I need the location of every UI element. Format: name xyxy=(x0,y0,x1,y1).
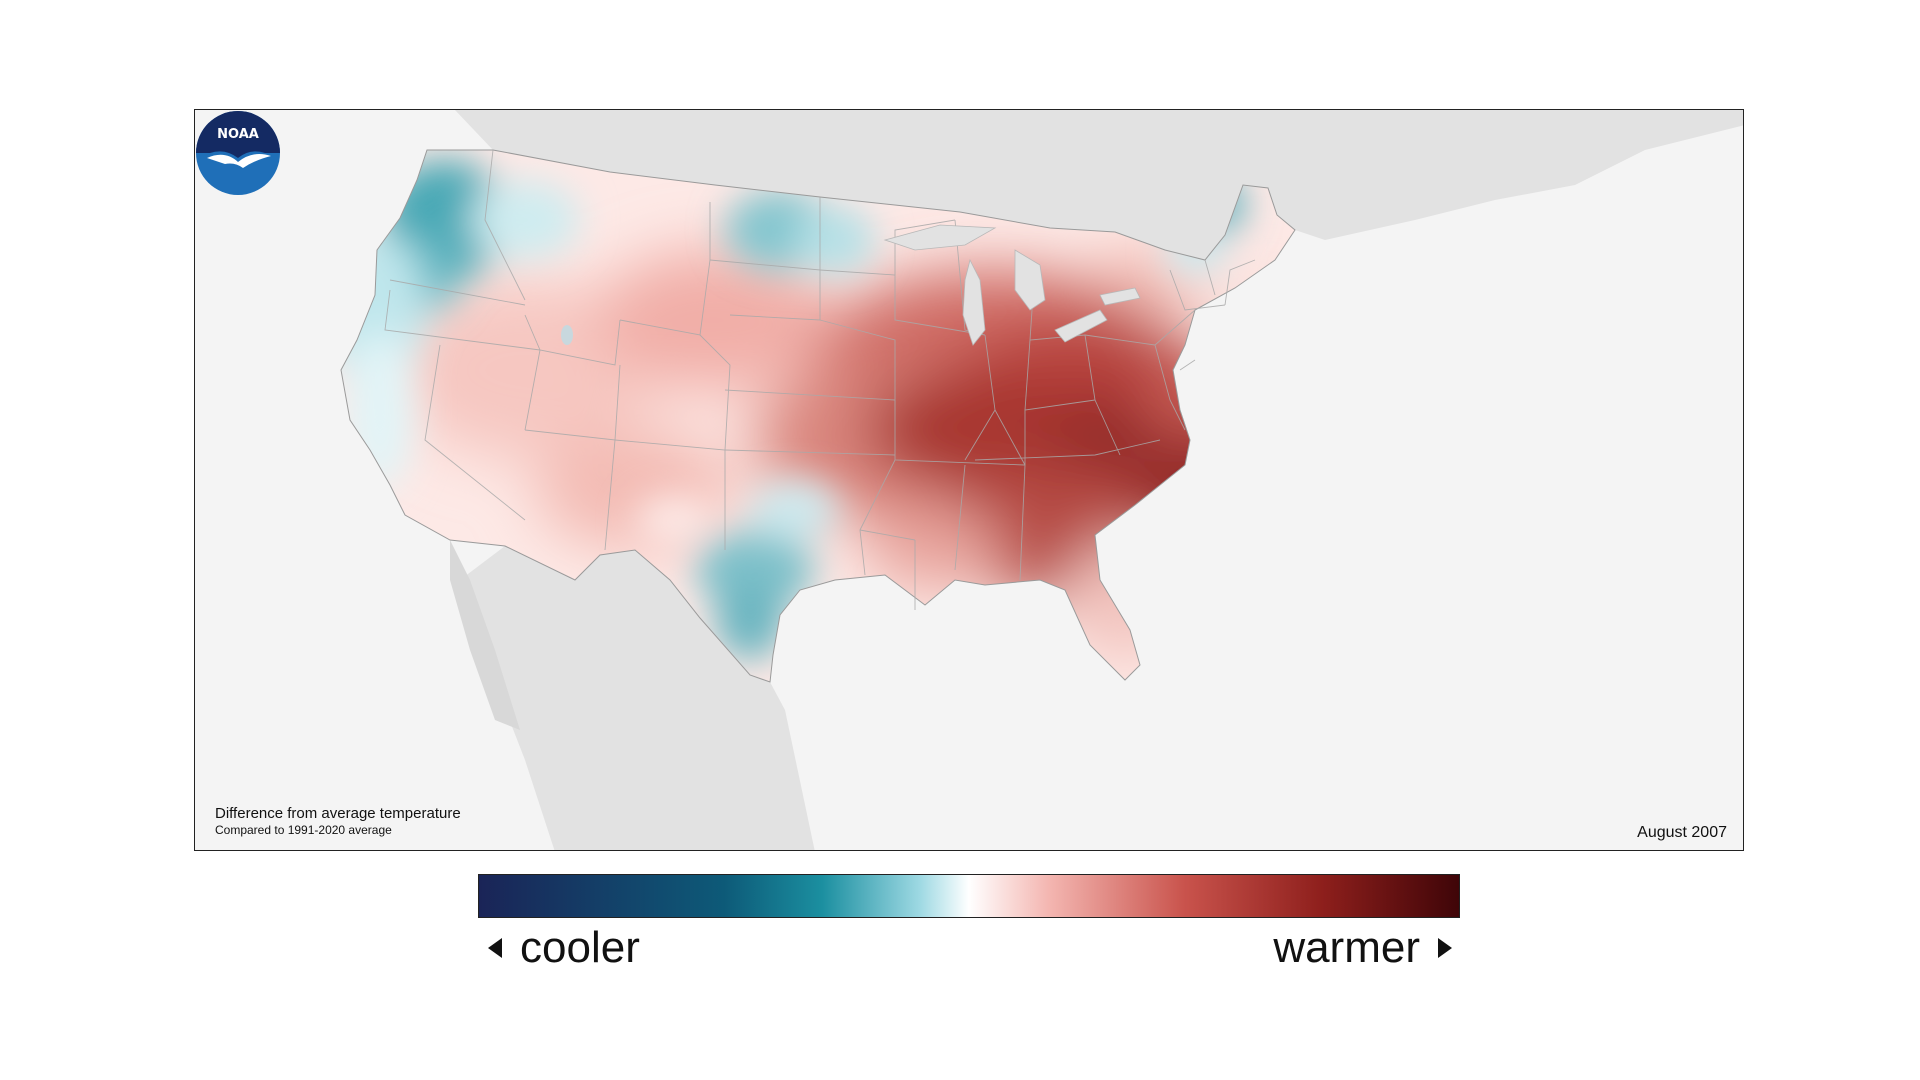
noaa-logo: NOAA xyxy=(196,111,280,195)
map-caption: Difference from average temperature Comp… xyxy=(215,805,461,838)
temperature-anomaly-map: Difference from average temperature Comp… xyxy=(194,109,1744,851)
warmer-label: warmer xyxy=(1273,923,1420,972)
caption-main: Difference from average temperature xyxy=(215,805,461,822)
canada-landmass xyxy=(455,110,1743,260)
cooler-label: cooler xyxy=(520,923,640,972)
cooler-legend: cooler xyxy=(488,920,640,976)
state-borders xyxy=(384,149,1256,610)
great-salt-lake xyxy=(561,325,573,345)
map-date: August 2007 xyxy=(1637,824,1727,841)
baja-peninsula xyxy=(450,540,520,730)
warmer-legend: warmer xyxy=(1273,920,1452,976)
noaa-logo-text: NOAA xyxy=(217,127,259,142)
arrow-left-icon xyxy=(488,938,502,958)
arrow-right-icon xyxy=(1438,938,1452,958)
color-scale-bar xyxy=(478,874,1460,918)
us-outline xyxy=(340,149,1296,683)
mexico-landmass xyxy=(460,546,815,850)
caption-sub: Compared to 1991-2020 average xyxy=(215,823,392,837)
great-lakes xyxy=(883,224,1141,346)
map-canvas xyxy=(340,110,1743,850)
